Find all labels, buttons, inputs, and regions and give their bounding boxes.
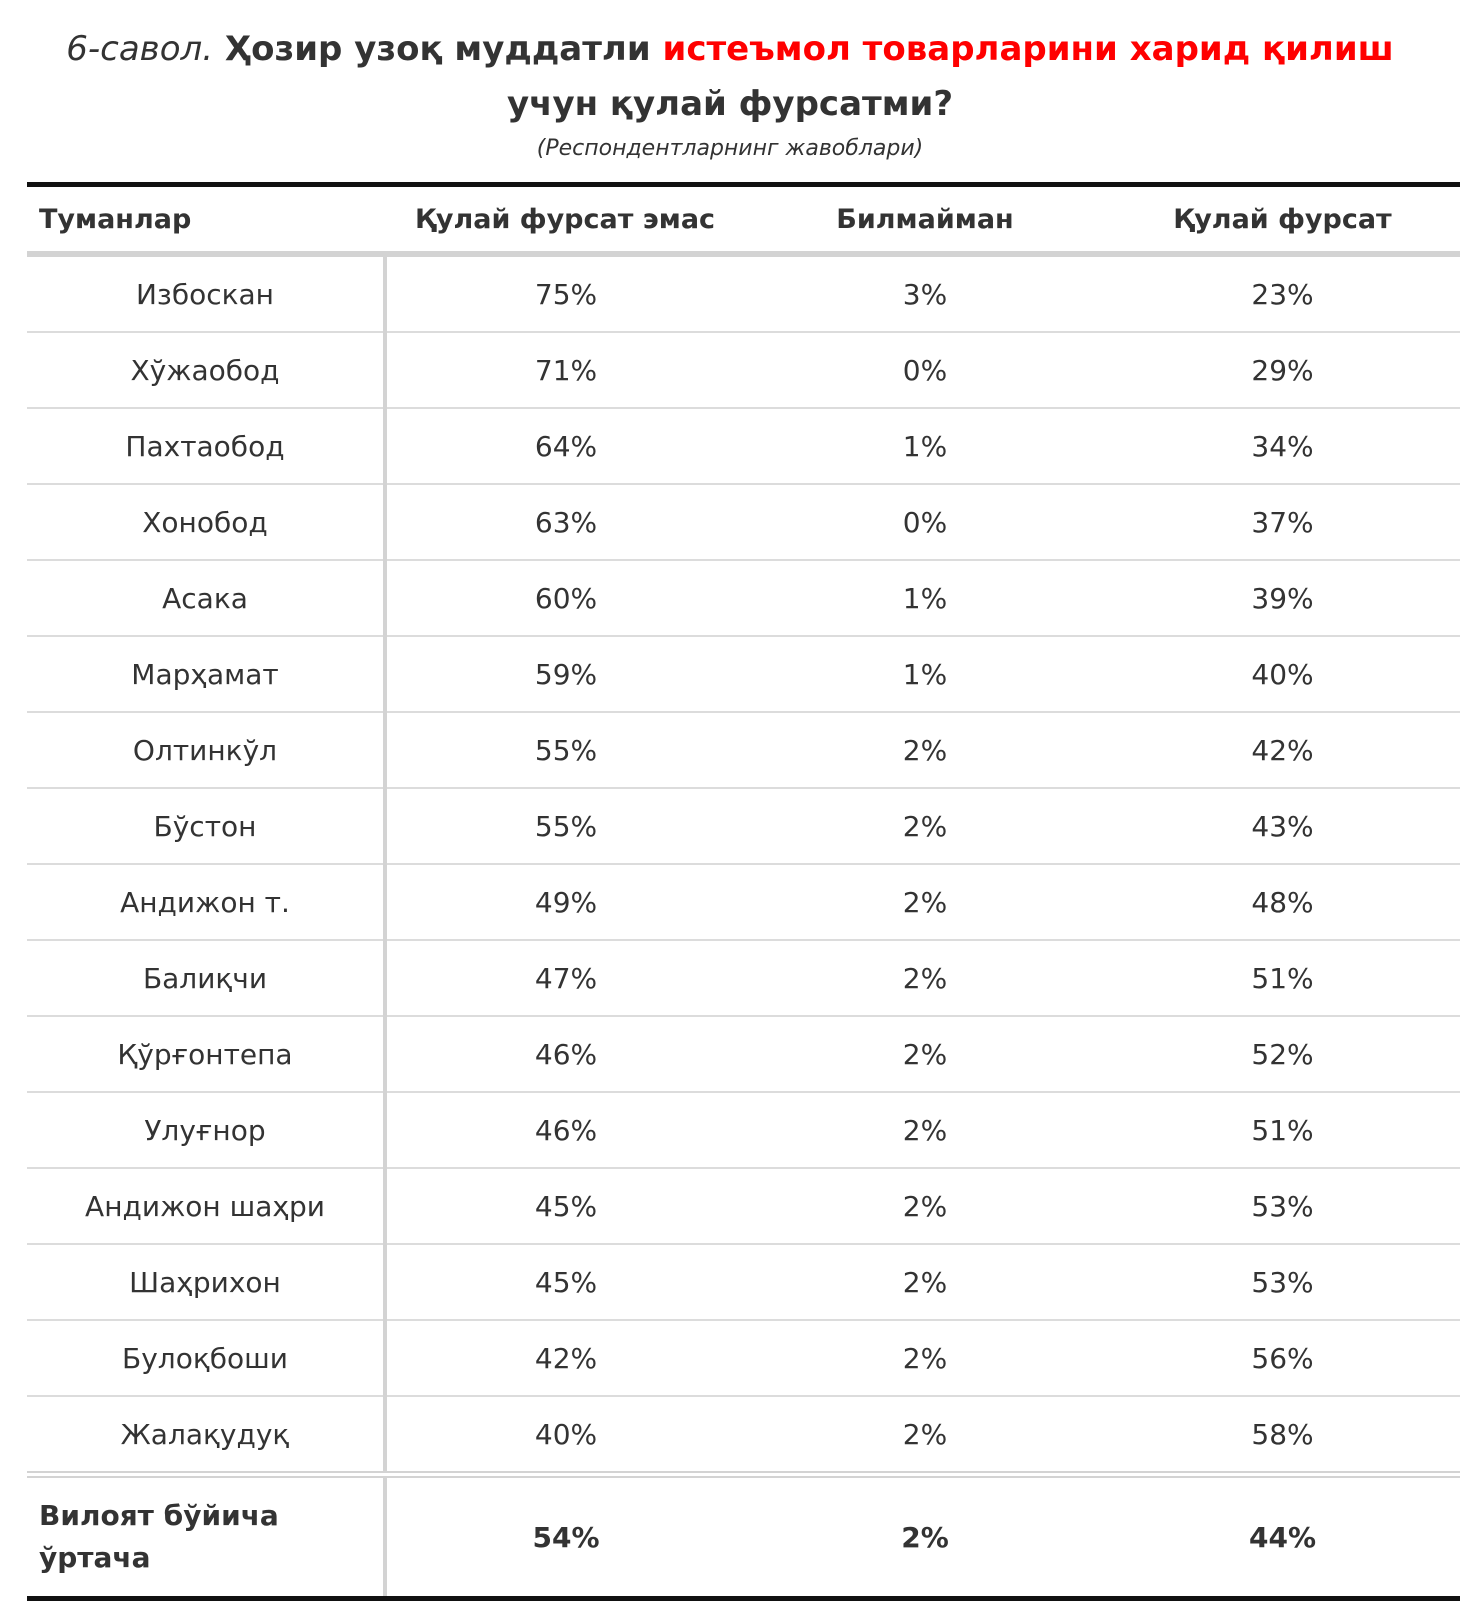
not-good-cell: 75%: [534, 277, 598, 311]
dont-know-cell: 2%: [902, 1265, 948, 1299]
not-good-cell: 59%: [534, 657, 598, 691]
not-good-cell: 64%: [534, 429, 598, 463]
column-header-not-good: Қулай фурсат эмас: [414, 203, 716, 235]
dont-know-cell: 3%: [902, 277, 948, 311]
not-good-cell: 60%: [534, 581, 598, 615]
table-row: Пахтаобод 64% 1% 34%: [27, 408, 1460, 484]
good-cell: 43%: [1251, 809, 1314, 843]
dont-know-cell: 2%: [902, 1113, 948, 1147]
good-cell: 37%: [1251, 505, 1314, 539]
title-part-1: Ҳозир узоқ муддатли: [224, 29, 651, 69]
district-cell: Марҳамат: [27, 636, 387, 712]
not-good-cell: 45%: [534, 1189, 598, 1223]
not-good-cell: 45%: [534, 1265, 598, 1299]
good-cell: 51%: [1251, 961, 1314, 995]
district-cell: Қўрғонтепа: [27, 1016, 387, 1092]
total-dont-know: 2%: [901, 1520, 949, 1554]
table-row: Асака 60% 1% 39%: [27, 560, 1460, 636]
column-header-district: Туманлар: [39, 203, 192, 235]
title-part-2: учун қулай фурсатми?: [506, 84, 954, 124]
results-table: Туманлар Қулай фурсат эмас Билмайман Қул…: [27, 182, 1460, 1601]
good-cell: 23%: [1251, 277, 1314, 311]
dont-know-cell: 2%: [902, 885, 948, 919]
dont-know-cell: 2%: [902, 961, 948, 995]
table-body: Избоскан 75% 3% 23% Хўжаобод 71% 0% 29% Пахтаобо…: [27, 254, 1460, 1599]
dont-know-cell: 1%: [902, 581, 948, 615]
good-cell: 39%: [1251, 581, 1314, 615]
not-good-cell: 47%: [534, 961, 598, 995]
district-cell: Андижон шаҳри: [27, 1168, 387, 1244]
subtitle: (Респондентларнинг жавоблари): [536, 136, 924, 161]
district-cell: Олтинкўл: [27, 712, 387, 788]
not-good-cell: 63%: [534, 505, 598, 539]
dont-know-cell: 0%: [902, 505, 948, 539]
dont-know-cell: 2%: [902, 1189, 948, 1223]
results-table-container: Туманлар Қулай фурсат эмас Билмайман Қул…: [27, 182, 1460, 1601]
good-cell: 52%: [1251, 1037, 1314, 1071]
column-header-good: Қулай фурсат: [1173, 203, 1392, 235]
table-row: Андижон т. 49% 2% 48%: [27, 864, 1460, 940]
dont-know-cell: 2%: [902, 809, 948, 843]
table-row: Балиқчи 47% 2% 51%: [27, 940, 1460, 1016]
table-row: Избоскан 75% 3% 23%: [27, 254, 1460, 332]
question-number: 6-савол.: [66, 29, 214, 69]
district-cell: Жалақудуқ: [27, 1396, 387, 1475]
table-total-row: Вилоят бўйича ўртача 54% 2% 44%: [27, 1474, 1460, 1599]
district-cell: Асака: [27, 560, 387, 636]
table-row: Марҳамат 59% 1% 40%: [27, 636, 1460, 712]
district-cell: Бўстон: [27, 788, 387, 864]
district-cell: Шаҳрихон: [27, 1244, 387, 1320]
district-cell: Балиқчи: [27, 940, 387, 1016]
not-good-cell: 55%: [534, 733, 598, 767]
not-good-cell: 55%: [534, 809, 598, 843]
question-title: 6-савол. Ҳозир узоқ муддатли истеъмол то…: [0, 22, 1460, 132]
not-good-cell: 49%: [534, 885, 598, 919]
district-cell: Булоқбоши: [27, 1320, 387, 1396]
dont-know-cell: 2%: [902, 1341, 948, 1375]
table-row: Жалақудуқ 40% 2% 58%: [27, 1396, 1460, 1475]
good-cell: 29%: [1251, 353, 1314, 387]
good-cell: 42%: [1251, 733, 1314, 767]
table-row: Улуғнор 46% 2% 51%: [27, 1092, 1460, 1168]
dont-know-cell: 0%: [902, 353, 948, 387]
table-header-row: Туманлар Қулай фурсат эмас Билмайман Қул…: [27, 184, 1460, 254]
table-row: Олтинкўл 55% 2% 42%: [27, 712, 1460, 788]
district-cell: Улуғнор: [27, 1092, 387, 1168]
good-cell: 53%: [1251, 1189, 1314, 1223]
dont-know-cell: 1%: [902, 429, 948, 463]
good-cell: 53%: [1251, 1265, 1314, 1299]
good-cell: 51%: [1251, 1113, 1314, 1147]
table-row: Булоқбоши 42% 2% 56%: [27, 1320, 1460, 1396]
total-label: Вилоят бўйича ўртача: [27, 1474, 387, 1599]
dont-know-cell: 1%: [902, 657, 948, 691]
total-not-good: 54%: [532, 1520, 600, 1554]
district-cell: Избоскан: [27, 254, 387, 332]
district-cell: Пахтаобод: [27, 408, 387, 484]
dont-know-cell: 2%: [902, 1417, 948, 1451]
good-cell: 58%: [1251, 1417, 1314, 1451]
not-good-cell: 71%: [534, 353, 598, 387]
not-good-cell: 42%: [534, 1341, 598, 1375]
table-row: Хўжаобод 71% 0% 29%: [27, 332, 1460, 408]
column-header-dont-know: Билмайман: [836, 203, 1014, 235]
good-cell: 56%: [1251, 1341, 1314, 1375]
district-cell: Андижон т.: [27, 864, 387, 940]
not-good-cell: 46%: [534, 1037, 598, 1071]
table-row: Шаҳрихон 45% 2% 53%: [27, 1244, 1460, 1320]
dont-know-cell: 2%: [902, 1037, 948, 1071]
good-cell: 34%: [1251, 429, 1314, 463]
district-cell: Хонобод: [27, 484, 387, 560]
good-cell: 40%: [1251, 657, 1314, 691]
title-highlight: истеъмол товарларини харид қилиш: [662, 29, 1394, 69]
table-row: Қўрғонтепа 46% 2% 52%: [27, 1016, 1460, 1092]
dont-know-cell: 2%: [902, 733, 948, 767]
district-cell: Хўжаобод: [27, 332, 387, 408]
good-cell: 48%: [1251, 885, 1314, 919]
not-good-cell: 40%: [534, 1417, 598, 1451]
table-row: Андижон шаҳри 45% 2% 53%: [27, 1168, 1460, 1244]
total-good: 44%: [1248, 1520, 1317, 1554]
not-good-cell: 46%: [534, 1113, 598, 1147]
table-row: Хонобод 63% 0% 37%: [27, 484, 1460, 560]
table-row: Бўстон 55% 2% 43%: [27, 788, 1460, 864]
